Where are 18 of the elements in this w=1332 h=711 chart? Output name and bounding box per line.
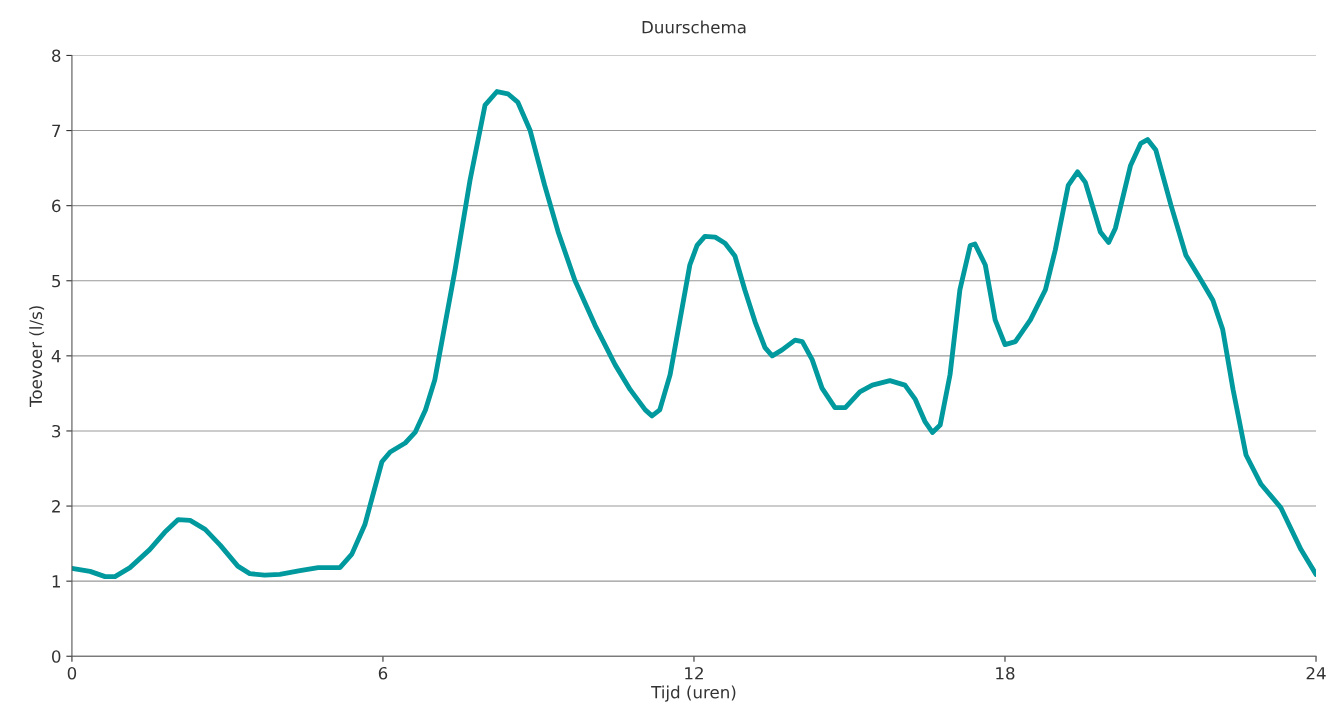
y-tick-label: 6 bbox=[52, 199, 61, 213]
y-axis-title: Toevoer (l/s) bbox=[29, 306, 45, 407]
x-tick-label: 6 bbox=[378, 666, 388, 680]
x-tick-label: 24 bbox=[1306, 666, 1326, 680]
y-tick-label: 1 bbox=[52, 575, 60, 588]
y-tick-label: 0 bbox=[52, 650, 61, 663]
y-tick-label: 4 bbox=[51, 350, 61, 363]
x-tick-label: 0 bbox=[67, 666, 77, 680]
y-tick-label: 5 bbox=[52, 274, 61, 288]
x-axis-title: Tijd (uren) bbox=[651, 685, 736, 702]
line-series bbox=[71, 89, 1317, 580]
y-tick-label: 7 bbox=[52, 124, 61, 137]
x-tick-label: 18 bbox=[996, 666, 1015, 680]
y-tick-label: 3 bbox=[52, 424, 61, 438]
y-tick-label: 8 bbox=[52, 49, 61, 63]
chart-title: Duurschema bbox=[642, 20, 746, 34]
x-tick-label: 12 bbox=[685, 666, 703, 680]
y-tick-label: 2 bbox=[52, 500, 60, 513]
